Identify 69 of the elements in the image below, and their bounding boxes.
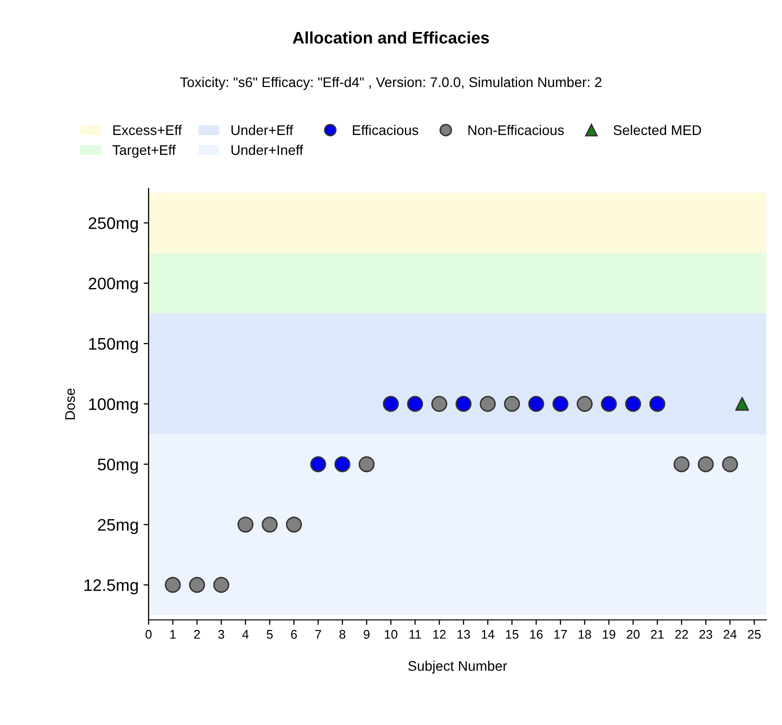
- x-tick-label: 0: [146, 630, 152, 639]
- point: [213, 576, 230, 593]
- point: [625, 396, 642, 412]
- point: [407, 396, 424, 412]
- x-tick-label: 14: [482, 630, 494, 639]
- point: [552, 396, 568, 412]
- x-tick-label: 18: [578, 630, 592, 639]
- x-tick-label: 21: [651, 630, 664, 639]
- x-tick-label: 6: [291, 630, 297, 639]
- point: [722, 456, 738, 472]
- point: [504, 396, 520, 412]
- x-tick-label: 19: [602, 630, 616, 639]
- legend-label: Non-Efficacious: [468, 124, 564, 136]
- x-tick-label: 7: [315, 630, 322, 639]
- point: [358, 456, 375, 472]
- legend-label: Under+Ineff: [232, 144, 304, 155]
- y-tick-label: 250mg: [88, 217, 138, 232]
- x-tick-label: 5: [266, 630, 273, 639]
- x-tick-label: 17: [554, 630, 567, 639]
- x-tick-label: 22: [675, 630, 688, 639]
- point: [189, 576, 206, 593]
- point: [456, 396, 472, 412]
- point: [674, 456, 690, 472]
- point: [431, 396, 448, 412]
- legend-label: Under+Eff: [232, 124, 294, 136]
- chart-title: Allocation and Efficacies: [292, 31, 489, 44]
- legend-label: Efficacious: [352, 124, 418, 136]
- y-tick-label: 200mg: [88, 278, 138, 293]
- point: [334, 456, 350, 472]
- x-tick-label: 12: [433, 630, 446, 639]
- point: [286, 516, 302, 533]
- y-axis-title: Dose: [65, 388, 75, 420]
- chart-subtitle: Toxicity: "s6" Efficacy: "Eff-d4" , Version: 7.0.0, Simulation Number: 2: [180, 76, 602, 90]
- point: [262, 516, 278, 533]
- legend-label: Excess+Eff: [113, 124, 182, 136]
- point: [735, 396, 750, 411]
- x-tick-label: 11: [410, 630, 421, 639]
- x-tick-label: 13: [458, 630, 470, 639]
- y-tick-label: 150mg: [89, 338, 138, 354]
- legend-label: Target+Eff: [112, 144, 176, 158]
- point: [576, 396, 593, 412]
- point: [238, 516, 254, 533]
- x-tick-label: 8: [339, 630, 346, 639]
- x-tick-label: 10: [384, 630, 398, 639]
- x-tick-label: 24: [724, 630, 737, 639]
- point: [480, 396, 496, 412]
- point: [528, 396, 544, 412]
- y-tick-label: 50mg: [98, 458, 138, 474]
- y-tick-label: 25mg: [98, 518, 138, 534]
- x-tick-label: 4: [242, 630, 249, 639]
- point: [649, 396, 666, 412]
- legend-label: Selected MED: [614, 124, 702, 136]
- x-tick-label: 25: [748, 630, 761, 639]
- point: [310, 456, 326, 472]
- x-tick-label: 20: [626, 630, 640, 639]
- x-tick-label: 3: [218, 630, 224, 639]
- point: [164, 576, 181, 593]
- x-axis-title: Subject Number: [408, 660, 508, 674]
- y-tick-label: 100mg: [89, 398, 138, 414]
- x-tick-label: 2: [194, 630, 200, 639]
- point: [698, 456, 714, 472]
- x-tick-label: 1: [170, 630, 176, 639]
- point: [382, 396, 399, 412]
- x-tick-label: 16: [530, 630, 543, 639]
- point: [600, 396, 617, 412]
- y-tick-label: 12.5mg: [84, 579, 138, 594]
- x-tick-label: 23: [699, 630, 712, 639]
- x-tick-label: 9: [364, 630, 370, 639]
- x-tick-label: 15: [506, 630, 518, 639]
